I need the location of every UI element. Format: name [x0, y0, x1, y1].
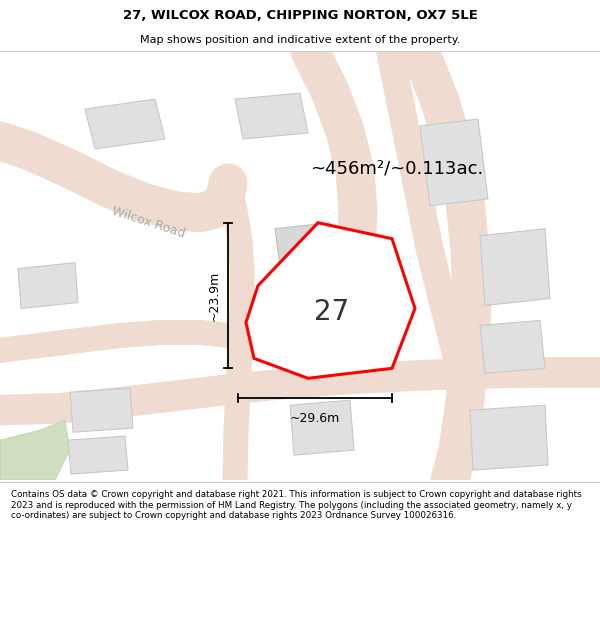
Text: Map shows position and indicative extent of the property.: Map shows position and indicative extent… — [140, 35, 460, 45]
Polygon shape — [68, 436, 128, 474]
Polygon shape — [420, 119, 488, 206]
Polygon shape — [480, 229, 550, 306]
Polygon shape — [85, 99, 165, 149]
Polygon shape — [246, 222, 415, 378]
Text: ~23.9m: ~23.9m — [208, 271, 221, 321]
Polygon shape — [275, 222, 338, 289]
Text: Wilcox Road: Wilcox Road — [110, 205, 187, 241]
Text: 27, WILCOX ROAD, CHIPPING NORTON, OX7 5LE: 27, WILCOX ROAD, CHIPPING NORTON, OX7 5L… — [122, 9, 478, 22]
Polygon shape — [480, 321, 545, 373]
Polygon shape — [235, 93, 308, 139]
Text: Contains OS data © Crown copyright and database right 2021. This information is : Contains OS data © Crown copyright and d… — [11, 490, 581, 520]
Text: ~29.6m: ~29.6m — [290, 412, 340, 425]
Polygon shape — [470, 405, 548, 470]
Polygon shape — [0, 420, 70, 480]
Text: ~456m²/~0.113ac.: ~456m²/~0.113ac. — [310, 160, 483, 178]
Polygon shape — [290, 400, 354, 455]
Polygon shape — [18, 262, 78, 309]
Polygon shape — [70, 388, 133, 432]
Text: 27: 27 — [314, 299, 350, 326]
